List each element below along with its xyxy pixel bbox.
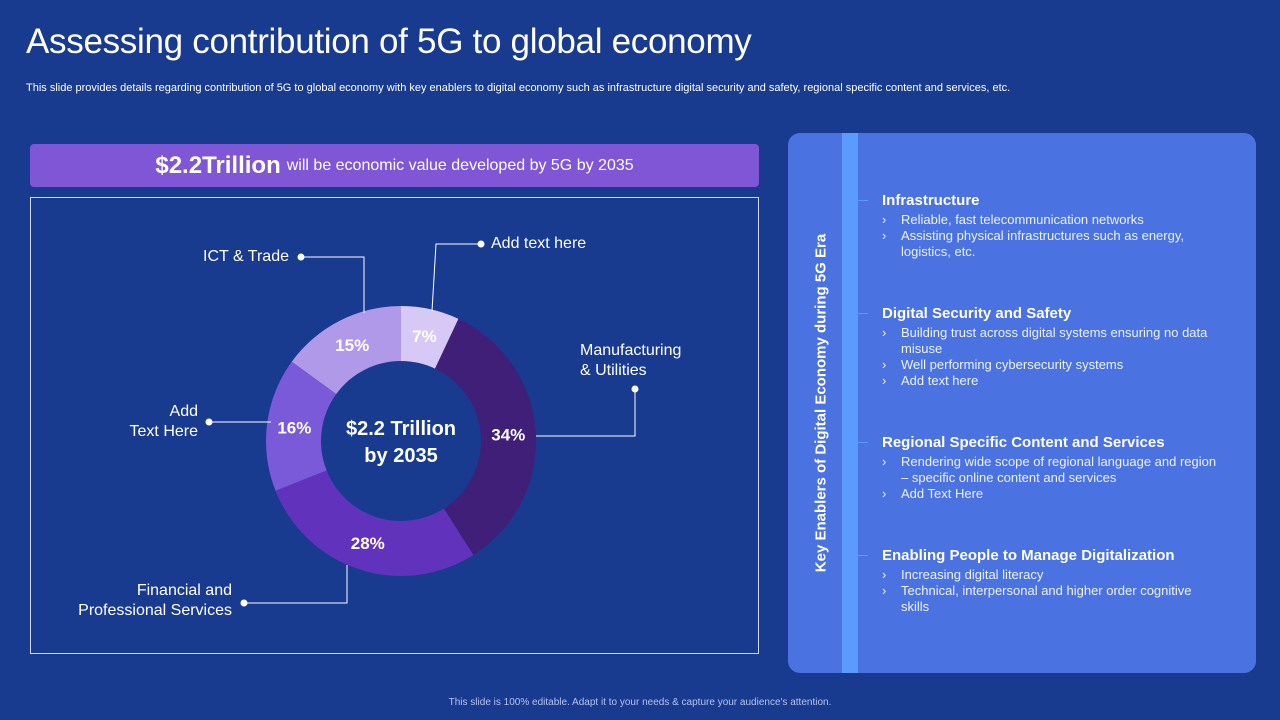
donut-chart-frame: 7% 34% 28% 16% 15% $2.2 Trillion by 2035 Add… — [30, 197, 759, 654]
chevron-right-icon: › — [882, 325, 887, 340]
footer-note: This slide is 100% editable. Adapt it to… — [448, 697, 832, 708]
panel-vertical-title: Key Enablers of Digital Economy during 5… — [812, 233, 830, 573]
label-ict: ICT & Trade — [203, 248, 289, 265]
timeline-dot — [846, 551, 854, 559]
label-add-text-top: Add text here — [491, 235, 587, 252]
timeline-dot — [846, 196, 854, 204]
enabler-heading: Digital Security and Safety — [882, 305, 1072, 322]
enabler-item: › Increasing digital literacy — [882, 567, 1044, 582]
donut-center-label: $2.2 Trillion by 2035 — [326, 416, 476, 470]
enabler-item: › Well performing cybersecurity systems — [882, 357, 1124, 372]
donut-slice-4 — [266, 361, 337, 491]
enabler-heading: Regional Specific Content and Services — [882, 434, 1165, 451]
enabler-item: › Technical, interpersonal and higher ord… — [882, 583, 1192, 614]
donut-slice-3 — [275, 470, 474, 576]
label-manufacturing: Manufacturing & Utilities — [580, 341, 681, 381]
enabler-item: › Add text here — [882, 373, 979, 388]
chevron-right-icon: › — [882, 357, 887, 372]
label-add-text-left: Add Text Here — [130, 402, 198, 442]
label-add-text-left-line2: Text Here — [129, 423, 198, 440]
enabler-item: › Rendering wide scope of regional langua… — [882, 454, 1217, 485]
label-financial: Financial and Professional Services — [78, 581, 232, 621]
leader-dot-ict — [297, 253, 305, 261]
chevron-right-icon: › — [882, 228, 887, 243]
enabler-item: › Reliable, fast telecommunication networ… — [882, 212, 1144, 227]
slice-value-label: 28% — [351, 534, 385, 553]
enabler-item: › Assisting physical infrastructures such… — [882, 228, 1184, 259]
label-financial-line2: Professional Services — [78, 602, 232, 619]
center-line-1: $2.2 Trillion — [345, 418, 457, 440]
value-banner: $2.2Trillion will be economic value deve… — [30, 144, 759, 187]
banner-text: will be economic value developed by 5G b… — [286, 156, 634, 174]
timeline-connector — [854, 442, 868, 443]
leader-line-manufacturing — [536, 389, 636, 437]
label-manufacturing-line1: Manufacturing — [580, 342, 682, 359]
donut-slice-5 — [291, 306, 401, 394]
banner-highlight: $2.2Trillion — [155, 151, 281, 179]
leader-dot-add-text-left — [205, 418, 213, 426]
enabler-section: Enabling People to Manage Digitalization… — [882, 547, 1222, 615]
slice-value-label: 15% — [335, 336, 369, 355]
timeline-dot — [846, 438, 854, 446]
label-financial-line1: Financial and — [136, 582, 232, 599]
enabler-section: Infrastructure › Reliable, fast telecommu… — [882, 192, 1222, 260]
page-subtitle: This slide provides details regarding co… — [26, 82, 1011, 94]
leader-line-add-text-top — [431, 243, 481, 312]
slice-value-label: 7% — [412, 327, 437, 346]
slice-value-label: 34% — [491, 425, 525, 444]
chevron-right-icon: › — [882, 486, 887, 501]
timeline-connector — [854, 313, 868, 314]
timeline-connector — [854, 200, 868, 201]
label-add-text-left-line1: Add — [169, 403, 198, 420]
leader-line-financial — [244, 565, 348, 604]
enabler-heading: Infrastructure — [882, 192, 980, 209]
enabler-item: › Building trust across digital systems e… — [882, 325, 1208, 356]
donut-slice-1 — [401, 306, 459, 369]
leader-dot-financial — [240, 599, 248, 607]
donut-slice-2 — [435, 318, 536, 555]
panel-strip — [842, 133, 858, 673]
key-enablers-panel: Key Enablers of Digital Economy during 5… — [788, 133, 1256, 673]
leader-dot-add-text-top — [477, 240, 485, 248]
leader-line-ict — [301, 256, 365, 313]
chevron-right-icon: › — [882, 373, 887, 388]
chevron-right-icon: › — [882, 212, 887, 227]
donut-chart: 7% 34% 28% 16% 15% — [205, 240, 639, 607]
chevron-right-icon: › — [882, 583, 887, 598]
slice-value-label: 16% — [277, 419, 311, 438]
enabler-section: Regional Specific Content and Services ›… — [882, 434, 1222, 502]
page-title: Assessing contribution of 5G to global e… — [26, 22, 752, 61]
chevron-right-icon: › — [882, 567, 887, 582]
enabler-section: Digital Security and Safety › Building tr… — [882, 305, 1222, 389]
enabler-item: › Add Text Here — [882, 486, 984, 501]
label-manufacturing-line2: & Utilities — [580, 362, 647, 379]
leader-dot-manufacturing — [631, 385, 639, 393]
enabler-heading: Enabling People to Manage Digitalization — [882, 547, 1175, 564]
chevron-right-icon: › — [882, 454, 887, 469]
center-line-2: by 2035 — [364, 445, 438, 467]
timeline-connector — [854, 555, 868, 556]
timeline-dot — [846, 309, 854, 317]
